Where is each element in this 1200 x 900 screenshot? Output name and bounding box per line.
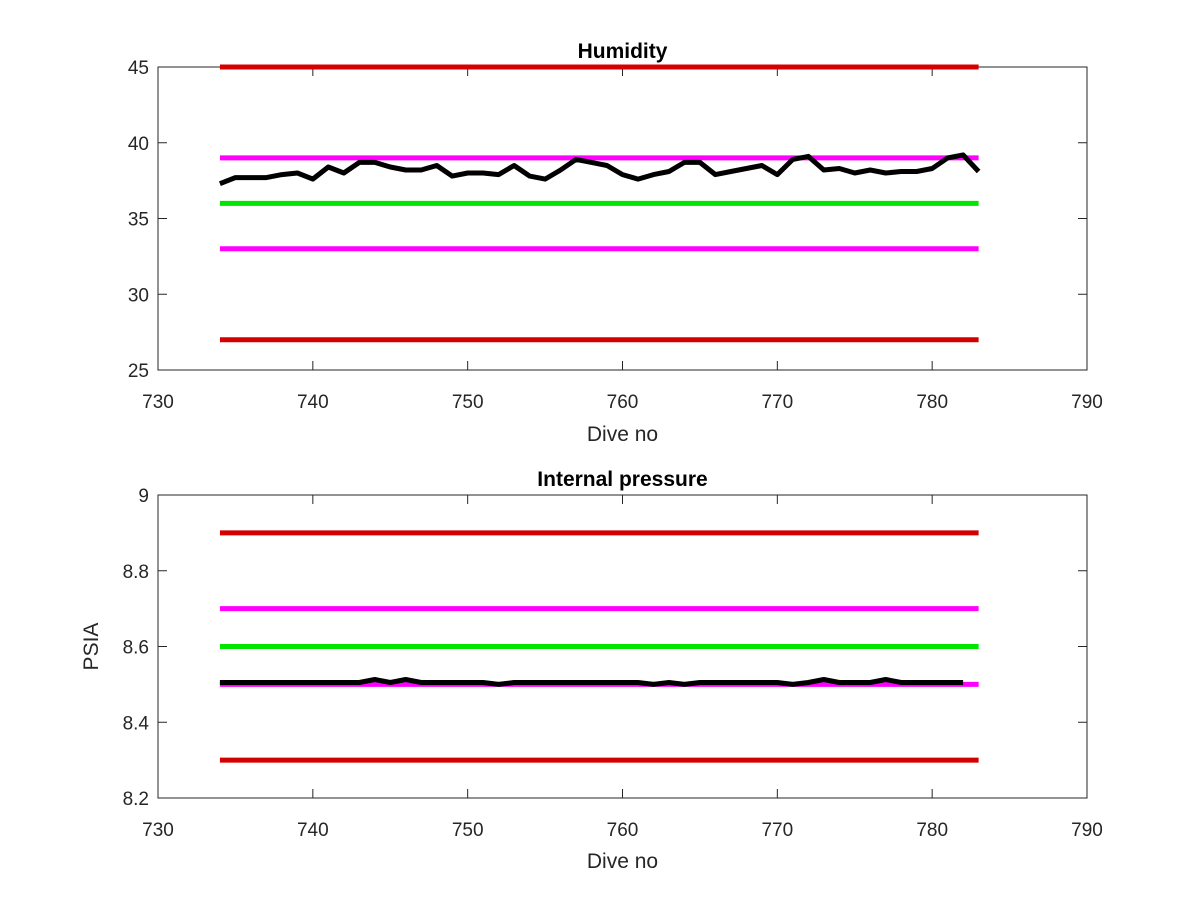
chart-title: Internal pressure xyxy=(537,468,707,491)
x-tick-label: 730 xyxy=(142,820,174,841)
y-tick-label: 25 xyxy=(128,361,149,382)
x-axis-label: Dive no xyxy=(587,850,658,873)
y-tick-label: 8.6 xyxy=(123,638,149,659)
chart-panel-1: 730 740 750 760 770 780 790 25 30 35 40 45 Humidity D… xyxy=(128,40,1103,446)
y-tick-label: 30 xyxy=(128,285,149,306)
y-tick-label: 35 xyxy=(128,210,149,231)
y-tick-label: 8.8 xyxy=(123,562,149,583)
x-tick-label: 730 xyxy=(142,392,174,413)
chart-title: Humidity xyxy=(578,40,668,63)
series-line-1 xyxy=(218,152,981,187)
x-tick-label: 780 xyxy=(916,820,948,841)
series-line-1 xyxy=(219,677,964,687)
x-tick-label: 770 xyxy=(761,820,793,841)
x-tick-label: 790 xyxy=(1071,820,1103,841)
x-tick-label: 780 xyxy=(916,392,948,413)
y-tick-label: 45 xyxy=(128,58,149,79)
x-tick-label: 740 xyxy=(297,820,329,841)
axes-frame xyxy=(157,66,1088,371)
x-tick-label: 760 xyxy=(607,392,639,413)
x-axis-label: Dive no xyxy=(587,423,658,446)
y-tick-label: 8.2 xyxy=(123,789,149,810)
x-tick-label: 790 xyxy=(1071,392,1103,413)
y-tick-label: 8.4 xyxy=(123,713,150,734)
x-tick-label: 750 xyxy=(452,820,484,841)
x-tick-label: 740 xyxy=(297,392,329,413)
y-tick-label: 9 xyxy=(138,486,149,507)
chart-panel-2: 730 740 750 760 770 780 790 8.2 8.4 8.6 8.8 9 Intern… xyxy=(80,468,1103,873)
y-tick-label: 40 xyxy=(128,134,149,155)
x-tick-label: 760 xyxy=(607,820,639,841)
x-tick-label: 770 xyxy=(761,392,793,413)
x-tick-label: 750 xyxy=(452,392,484,413)
y-axis-label: PSIA xyxy=(80,623,103,671)
